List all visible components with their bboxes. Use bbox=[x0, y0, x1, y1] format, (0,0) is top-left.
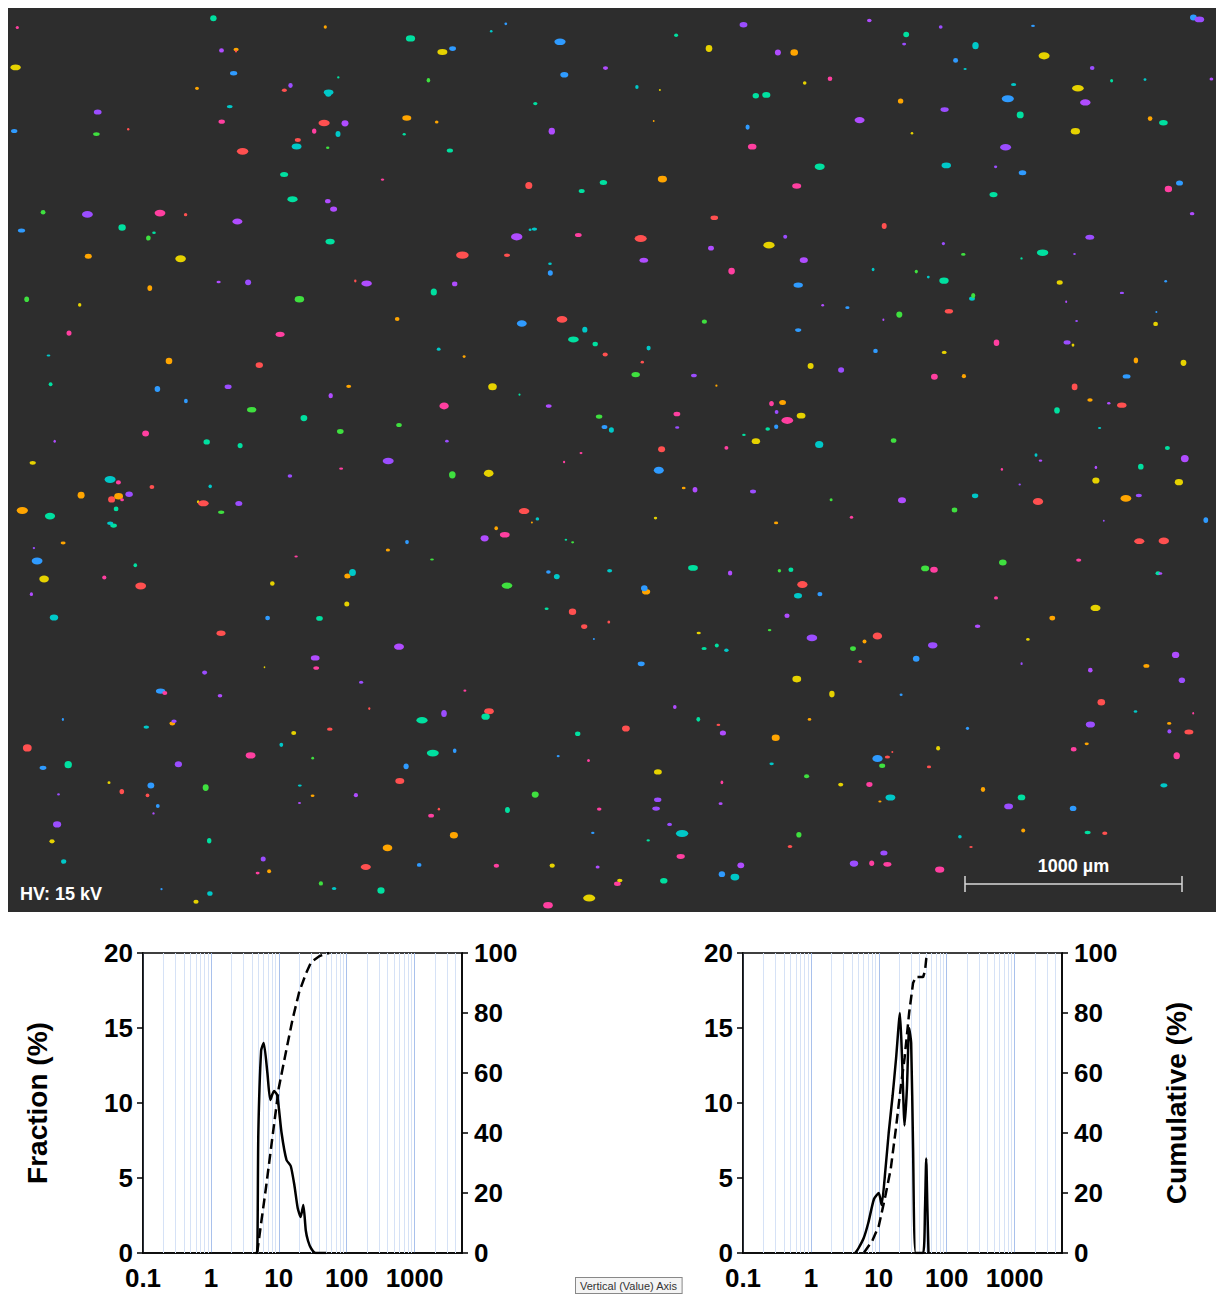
svg-text:10: 10 bbox=[864, 1263, 893, 1293]
svg-text:0.1: 0.1 bbox=[125, 1263, 161, 1293]
svg-text:15: 15 bbox=[704, 1013, 733, 1043]
svg-text:0: 0 bbox=[718, 1238, 733, 1268]
svg-text:1000: 1000 bbox=[386, 1263, 444, 1293]
svg-text:10: 10 bbox=[104, 1088, 133, 1118]
svg-text:Fraction (%): Fraction (%) bbox=[22, 1022, 53, 1184]
svg-text:5: 5 bbox=[719, 1163, 733, 1193]
svg-text:60: 60 bbox=[1074, 1058, 1103, 1088]
svg-text:0: 0 bbox=[474, 1238, 488, 1268]
svg-text:0.1: 0.1 bbox=[725, 1263, 761, 1293]
svg-text:Cumulative (%): Cumulative (%) bbox=[1161, 1002, 1192, 1204]
svg-text:100: 100 bbox=[925, 1263, 968, 1293]
svg-text:5: 5 bbox=[119, 1163, 133, 1193]
svg-text:1000 µm: 1000 µm bbox=[1038, 856, 1109, 876]
svg-text:10: 10 bbox=[264, 1263, 293, 1293]
svg-text:40: 40 bbox=[1074, 1118, 1103, 1148]
svg-text:40: 40 bbox=[474, 1118, 503, 1148]
svg-text:100: 100 bbox=[325, 1263, 368, 1293]
svg-text:100: 100 bbox=[1074, 938, 1117, 968]
svg-text:20: 20 bbox=[104, 938, 133, 968]
svg-text:Vertical (Value) Axis: Vertical (Value) Axis bbox=[580, 1280, 678, 1292]
svg-text:0: 0 bbox=[1074, 1238, 1088, 1268]
svg-text:1: 1 bbox=[204, 1263, 218, 1293]
svg-text:80: 80 bbox=[474, 998, 503, 1028]
svg-text:10: 10 bbox=[704, 1088, 733, 1118]
svg-text:20: 20 bbox=[704, 938, 733, 968]
svg-text:1: 1 bbox=[804, 1263, 818, 1293]
svg-text:15: 15 bbox=[104, 1013, 133, 1043]
svg-text:20: 20 bbox=[474, 1178, 503, 1208]
svg-text:100: 100 bbox=[474, 938, 517, 968]
svg-text:60: 60 bbox=[474, 1058, 503, 1088]
svg-text:HV: 15 kV: HV: 15 kV bbox=[20, 884, 102, 904]
svg-text:80: 80 bbox=[1074, 998, 1103, 1028]
svg-text:0: 0 bbox=[118, 1238, 133, 1268]
svg-text:20: 20 bbox=[1074, 1178, 1103, 1208]
svg-text:1000: 1000 bbox=[986, 1263, 1044, 1293]
